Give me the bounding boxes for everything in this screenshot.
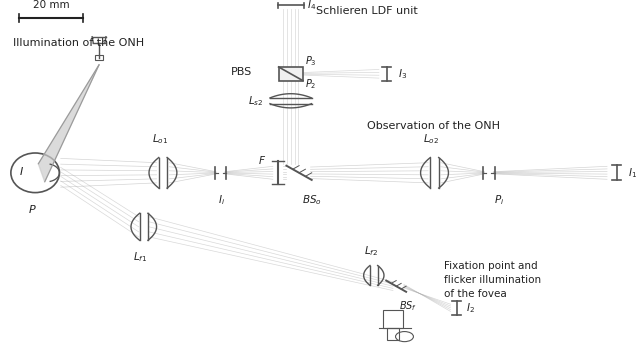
Text: $I$: $I$: [19, 165, 24, 177]
Bar: [387, 328, 399, 340]
Text: $L_{o2}$: $L_{o2}$: [423, 132, 440, 146]
Bar: [279, 67, 303, 81]
Text: $I_4$: $I_4$: [307, 0, 316, 12]
Text: $L_{f1}$: $L_{f1}$: [134, 250, 148, 264]
Text: Fixation point and
flicker illumination
of the fovea: Fixation point and flicker illumination …: [444, 261, 541, 299]
Text: $BS_f$: $BS_f$: [399, 299, 417, 312]
Text: $I_2$: $I_2$: [466, 301, 475, 315]
Text: $L_{s2}$: $L_{s2}$: [249, 94, 264, 108]
Text: $L_{o1}$: $L_{o1}$: [151, 132, 168, 146]
Text: $P_i$: $P_i$: [494, 194, 504, 207]
Text: $I_i$: $I_i$: [218, 194, 226, 207]
Text: $F$: $F$: [258, 154, 266, 166]
Text: 20 mm: 20 mm: [33, 0, 70, 10]
Text: Schlieren LDF unit: Schlieren LDF unit: [316, 6, 418, 16]
Text: Illumination of the ONH: Illumination of the ONH: [13, 38, 144, 48]
Text: PBS: PBS: [231, 67, 252, 77]
Bar: [383, 310, 403, 328]
Text: $I_3$: $I_3$: [398, 67, 407, 81]
Text: $BS_o$: $BS_o$: [302, 194, 322, 207]
Text: $P_2$: $P_2$: [305, 77, 316, 91]
Text: $L_{f2}$: $L_{f2}$: [364, 244, 378, 258]
Polygon shape: [38, 65, 99, 182]
Text: $I_1$: $I_1$: [628, 166, 637, 180]
Text: $P$: $P$: [27, 203, 36, 215]
Text: Observation of the ONH: Observation of the ONH: [367, 121, 500, 131]
Bar: [95, 55, 103, 60]
Text: $P_3$: $P_3$: [305, 54, 316, 68]
